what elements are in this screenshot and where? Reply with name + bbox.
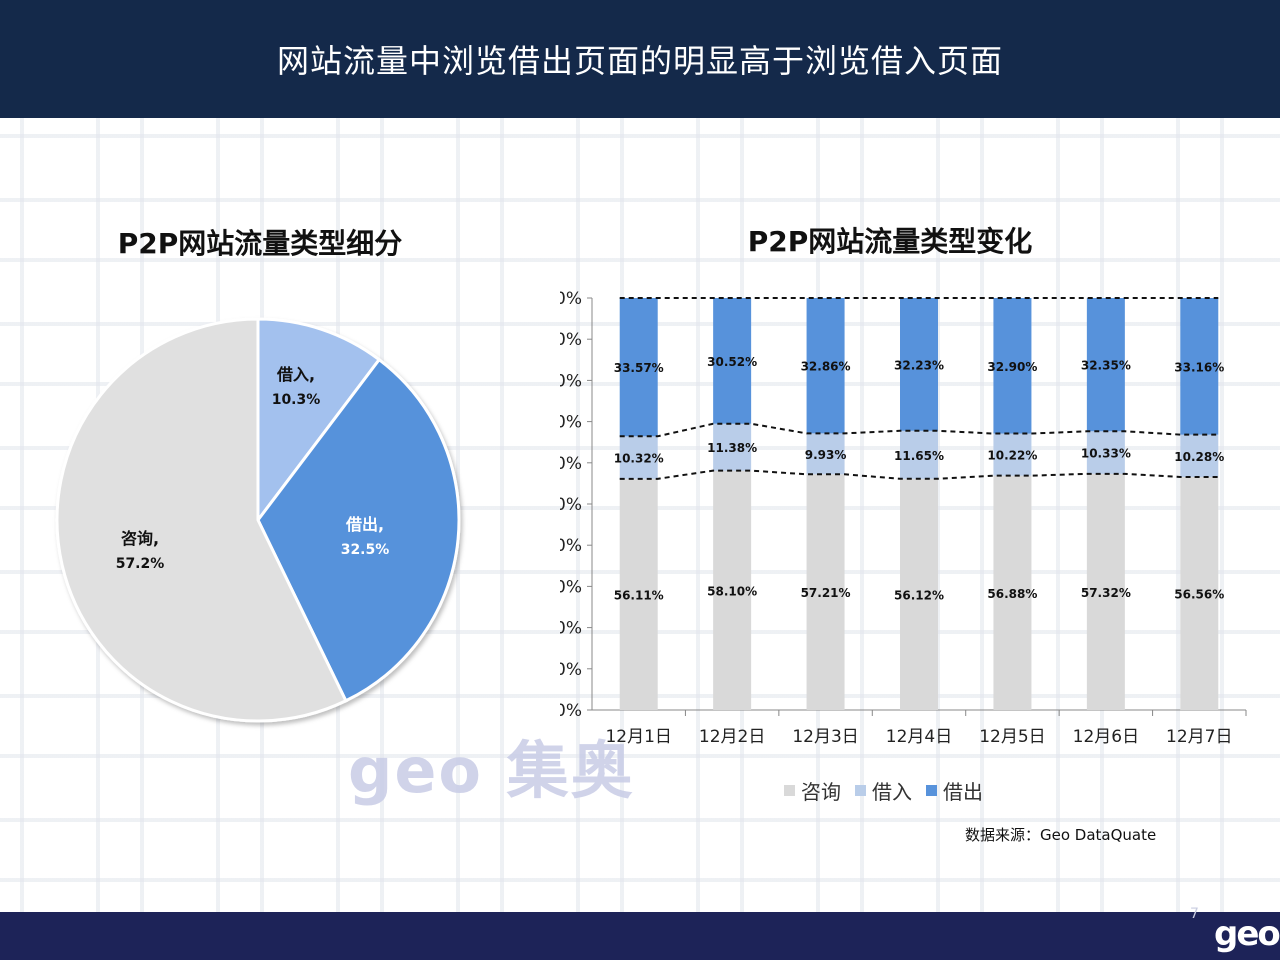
footer-bar	[0, 912, 1280, 960]
data-label-0-4: 56.88%	[987, 587, 1037, 601]
y-tick-label: 60%	[560, 454, 582, 474]
y-tick-label: 70%	[560, 413, 582, 433]
x-tick-label: 12月1日	[605, 727, 671, 747]
bar-segment-0-2	[806, 474, 845, 710]
data-label-1-4: 10.22%	[987, 449, 1037, 463]
pie-slice-pct-1: 32.5%	[341, 542, 390, 558]
series-line-consult	[619, 469, 1219, 480]
legend-swatch-consult	[784, 785, 795, 796]
bar-segment-2-2	[806, 298, 845, 434]
data-label-1-5: 10.33%	[1081, 447, 1131, 461]
data-label-1-3: 11.65%	[894, 449, 944, 463]
bar-segment-2-3	[900, 298, 938, 431]
data-label-0-2: 57.21%	[801, 586, 851, 600]
bar-segment-0-1	[713, 470, 752, 710]
legend-label-consult: 咨询	[801, 780, 841, 804]
bar-segment-1-2	[806, 433, 845, 475]
legend-swatch-borrow-in	[855, 785, 866, 796]
data-label-2-2: 32.86%	[801, 360, 851, 374]
pie-slice-1	[256, 357, 461, 703]
bar-segment-2-5	[1086, 298, 1125, 432]
series-line-borrow-in	[619, 422, 1219, 438]
bar-segment-0-5	[1086, 473, 1125, 710]
legend-swatch-borrow-out	[926, 785, 937, 796]
header-bar: 网站流量中浏览借出页面的明显高于浏览借入页面	[0, 0, 1280, 118]
x-tick-label: 12月5日	[979, 727, 1045, 747]
y-tick-label: 20%	[560, 619, 582, 639]
legend-item-consult: 咨询	[784, 776, 841, 805]
data-label-1-1: 11.38%	[707, 441, 757, 455]
pie-slice-pct-0: 10.3%	[272, 392, 321, 408]
data-label-2-5: 32.35%	[1081, 359, 1131, 373]
data-label-0-6: 56.56%	[1174, 587, 1224, 601]
data-label-0-5: 57.32%	[1081, 586, 1131, 600]
legend-label-borrow-in: 借入	[872, 780, 912, 804]
x-tick-label: 12月4日	[886, 727, 952, 747]
stacked-bar-chart: 0% 10% 20% 30% 40% 50% 60% 70% 80% 90% 100% 56.11% 1…	[560, 289, 1247, 747]
data-label-2-1: 30.52%	[707, 355, 757, 369]
data-label-1-2: 9.93%	[805, 448, 847, 462]
bar-segment-1-1	[713, 423, 752, 471]
geo-watermark-logo: geo 集奥	[348, 734, 635, 807]
bar-segment-0-0	[619, 478, 658, 710]
data-label-0-1: 58.10%	[707, 584, 757, 598]
data-label-2-6: 33.16%	[1174, 360, 1224, 374]
data-label-2-4: 32.90%	[987, 360, 1037, 374]
bar-segment-1-4	[993, 433, 1032, 476]
bar-segment-2-6	[1180, 298, 1219, 435]
pie-slice-2	[55, 317, 348, 723]
data-label-0-0: 56.11%	[614, 588, 664, 602]
data-label-0-3: 56.12%	[894, 588, 944, 602]
y-tick-label: 40%	[560, 536, 582, 556]
bar-segment-1-6	[1180, 434, 1219, 477]
pie-chart-title: P2P网站流量类型细分	[117, 227, 403, 260]
y-tick-label: 50%	[560, 495, 582, 515]
bar-segment-2-1	[713, 298, 752, 424]
x-tick-label: 12月3日	[792, 727, 858, 747]
data-label-2-0: 33.57%	[614, 361, 664, 375]
bar-segment-1-0	[619, 436, 658, 479]
y-tick-label: 90%	[560, 330, 582, 350]
bar-segment-1-5	[1086, 431, 1125, 474]
bar-legend: 咨询 借入 借出	[784, 776, 983, 805]
bar-segment-0-6	[1180, 476, 1219, 710]
y-tick-label: 0%	[560, 701, 582, 721]
bar-segment-0-4	[993, 475, 1032, 710]
x-tick-label: 12月2日	[699, 727, 765, 747]
bar-chart-title: P2P网站流量类型变化	[747, 225, 1033, 258]
bar-segment-0-3	[900, 478, 938, 710]
y-tick-label: 30%	[560, 577, 582, 597]
page-title: 网站流量中浏览借出页面的明显高于浏览借入页面	[276, 42, 1003, 80]
geo-footer-logo: geo	[1214, 914, 1280, 954]
bar-segment-1-3	[900, 430, 938, 479]
y-tick-label: 10%	[560, 660, 582, 680]
data-label-2-3: 32.23%	[894, 358, 944, 372]
data-label-1-0: 10.32%	[614, 452, 664, 466]
legend-label-borrow-out: 借出	[943, 780, 983, 804]
legend-item-borrow-out: 借出	[926, 776, 983, 805]
pie-slice-label-1: 借出,	[345, 515, 384, 534]
bar-segment-2-4	[993, 298, 1032, 434]
y-tick-label: 80%	[560, 371, 582, 391]
page-number: 7	[1190, 906, 1199, 922]
pie-slice-label-2: 咨询,	[121, 529, 159, 548]
y-tick-label: 100%	[560, 289, 582, 309]
pie-chart: 借入, 10.3% 借出, 32.5% 咨询, 57.2%	[55, 317, 461, 723]
pie-slice-0	[256, 317, 382, 525]
bar-segment-2-0	[619, 298, 658, 437]
x-tick-label: 12月6日	[1073, 727, 1139, 747]
x-tick-label: 12月7日	[1166, 727, 1232, 747]
pie-slice-label-0: 借入,	[276, 365, 315, 384]
data-label-1-6: 10.28%	[1174, 450, 1224, 464]
legend-item-borrow-in: 借入	[855, 776, 912, 805]
data-source-note: 数据来源：Geo DataQuate	[965, 826, 1157, 844]
pie-slice-pct-2: 57.2%	[116, 556, 165, 572]
